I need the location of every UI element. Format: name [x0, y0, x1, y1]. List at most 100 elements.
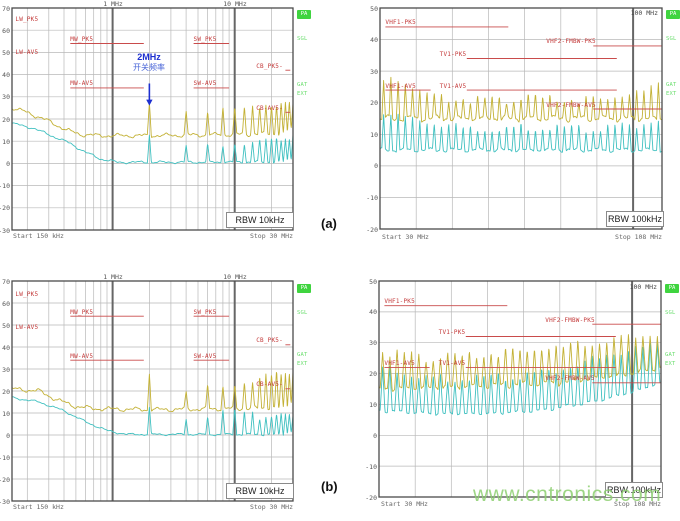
limit-label: TV1-AV5	[438, 359, 466, 367]
limit-label: CB_PK5-	[256, 337, 283, 345]
caption-b: (b)	[321, 479, 338, 494]
rbw-box: RBW 100kHz	[605, 482, 663, 498]
plot-canvas-radiated-before	[379, 7, 663, 230]
limit-label: TV1-AV5	[439, 82, 467, 90]
limit-label: VHF2-FMBW-PK5	[546, 38, 596, 46]
y-axis-tick-label: 20	[370, 99, 378, 108]
limit-label: CB-AV5-	[256, 104, 283, 112]
y-axis-tick-label: 60	[2, 299, 10, 308]
y-axis-tick-label: 20	[2, 387, 10, 396]
limit-label: CB-AV5-	[256, 381, 283, 389]
y-axis-tick-label: 0	[373, 431, 377, 440]
marker-label-100mhz: 100 MHz	[629, 283, 657, 291]
plot-canvas-radiated-after	[378, 280, 662, 498]
limit-label: LW-AV5	[15, 49, 39, 57]
y-axis-tick-label: -20	[0, 475, 10, 484]
y-axis-tick-label: 40	[370, 36, 378, 45]
switching-frequency-annotation: 2MHz 开关频率	[124, 52, 174, 73]
y-axis-tick-label: 70	[2, 277, 10, 286]
status-label: EXT	[297, 361, 308, 367]
y-axis-tick-label: 10	[370, 130, 378, 139]
y-axis-tick-label: 10	[2, 409, 10, 418]
status-label: SGL	[297, 310, 308, 316]
limit-label: VHF2-FMBW-PK5	[545, 316, 595, 324]
start-frequency-label: Start 30 MHz	[381, 500, 428, 508]
limit-label: VHF2-FMBW-AV5	[545, 375, 595, 383]
start-frequency-label: Start 150 kHz	[13, 232, 64, 240]
status-label: GAT	[297, 82, 308, 88]
plot-conducted-before: 1 MHz 10 MHz 2MHz 开关频率 RBW 10kHz Start 1…	[0, 0, 311, 260]
start-frequency-label: Start 30 MHz	[382, 233, 429, 241]
y-axis-tick-label: 0	[6, 159, 10, 168]
rbw-box: RBW 100kHz	[606, 211, 664, 227]
y-axis-tick-label: -20	[0, 204, 10, 213]
limit-label: SW_PK5	[193, 308, 217, 316]
y-axis-tick-label: 40	[2, 343, 10, 352]
limit-label: VHF1-AV5	[385, 82, 416, 90]
y-axis-tick-label: -10	[365, 462, 377, 471]
limit-label: VHF2-FMBW-AV5	[546, 101, 596, 109]
y-axis-tick-label: 70	[2, 4, 10, 13]
decade-label-10mhz: 10 MHz	[223, 273, 247, 281]
status-label: SGL	[665, 310, 676, 316]
limit-label: VHF1-PK5	[385, 19, 416, 27]
status-label: EXT	[666, 91, 677, 97]
limit-label: MW-AV5	[70, 80, 94, 88]
y-axis-tick-label: -10	[366, 193, 378, 202]
caption-a: (a)	[321, 216, 337, 231]
limit-label: VHF1-AV5	[384, 359, 415, 367]
plot-radiated-before: 100 MHz RBW 100kHz Start 30 MHz Stop 108…	[340, 0, 680, 260]
y-axis-tick-label: 20	[369, 370, 377, 379]
limit-label: MW_PK5	[70, 308, 94, 316]
status-label: GAT	[297, 352, 308, 358]
limit-label: LW_PK5	[15, 291, 39, 299]
y-axis-tick-label: -30	[0, 497, 10, 506]
stop-frequency-label: Stop 108 MHz	[615, 233, 662, 241]
status-label: SGL	[666, 36, 677, 42]
y-axis-tick-label: 30	[370, 67, 378, 76]
plot-canvas-conducted-after	[11, 280, 294, 502]
y-axis-tick-label: 10	[2, 137, 10, 146]
status-label: EXT	[297, 91, 308, 97]
y-axis-tick-label: -20	[365, 493, 377, 502]
status-label: GAT	[666, 82, 677, 88]
status-box: PA	[666, 10, 680, 19]
plot-conducted-after: 1 MHz 10 MHz RBW 10kHz Start 150 kHz Sto…	[0, 272, 311, 521]
watermark-text: www.cntronics.com	[473, 483, 662, 506]
y-axis-tick-label: 40	[369, 308, 377, 317]
decade-label-10mhz: 10 MHz	[223, 0, 247, 8]
status-label: EXT	[665, 361, 676, 367]
y-axis-tick-label: 60	[2, 26, 10, 35]
limit-label: VHF1-PK5	[384, 298, 415, 306]
decade-label-1mhz: 1 MHz	[103, 0, 123, 8]
limit-label: CB_PK5-	[256, 62, 283, 70]
y-axis-tick-label: 20	[2, 115, 10, 124]
y-axis-tick-label: 0	[374, 162, 378, 171]
limit-label: LW-AV5	[15, 324, 39, 332]
limit-label: TV1-PK5	[439, 51, 467, 58]
start-frequency-label: Start 150 kHz	[13, 503, 64, 511]
y-axis-tick-label: 30	[2, 365, 10, 374]
y-axis-tick-label: -10	[0, 453, 10, 462]
y-axis-tick-label: 50	[370, 4, 378, 13]
rbw-box: RBW 10kHz	[226, 212, 294, 228]
limit-label: SW-AV5	[193, 80, 217, 88]
limit-label: TV1-PK5	[438, 329, 466, 337]
y-axis-tick-label: 10	[369, 400, 377, 409]
status-label: GAT	[665, 352, 676, 358]
annotation-freq-text: 2MHz	[137, 52, 161, 62]
status-box: PA	[665, 284, 679, 293]
y-axis-tick-label: -20	[366, 225, 378, 234]
y-axis-tick-label: 30	[2, 93, 10, 102]
plot-radiated-after: 100 MHz RBW 100kHz Start 30 MHz Stop 108…	[340, 272, 680, 521]
limit-label: MW_PK5	[70, 36, 94, 44]
y-axis-tick-label: 0	[6, 431, 10, 440]
marker-label-100mhz: 100 MHz	[630, 9, 658, 17]
limit-label: SW_PK5	[193, 36, 217, 44]
y-axis-tick-label: 50	[369, 277, 377, 286]
limit-label: SW-AV5	[193, 352, 217, 360]
decade-label-1mhz: 1 MHz	[103, 273, 123, 281]
y-axis-tick-label: 30	[369, 339, 377, 348]
limit-label: MW-AV5	[70, 352, 94, 360]
